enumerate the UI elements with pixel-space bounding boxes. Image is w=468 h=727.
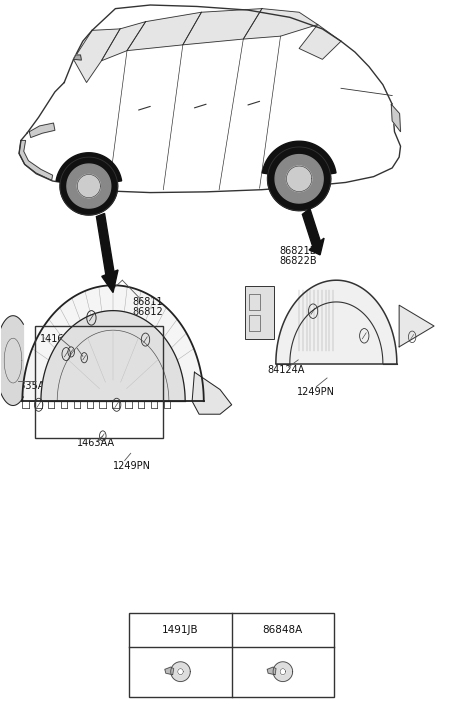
Polygon shape [391,104,401,132]
Text: 1463AA: 1463AA [77,438,115,448]
Text: 86834E: 86834E [57,344,94,354]
Polygon shape [165,667,174,675]
Polygon shape [19,140,52,180]
Polygon shape [67,164,111,208]
Text: 86821B: 86821B [279,246,317,256]
Polygon shape [273,662,292,681]
Polygon shape [96,214,118,292]
Polygon shape [183,9,262,45]
Polygon shape [243,9,318,39]
Polygon shape [73,55,81,60]
Polygon shape [302,209,324,255]
Bar [129,614,334,696]
Polygon shape [268,147,331,211]
Polygon shape [73,29,120,82]
Polygon shape [22,285,204,401]
Polygon shape [262,141,336,174]
Bar [35,326,163,438]
Text: 86835A: 86835A [7,381,44,391]
Polygon shape [102,22,146,61]
Polygon shape [41,310,185,401]
Polygon shape [192,372,232,414]
Text: 1491JB: 1491JB [162,625,199,635]
Polygon shape [267,667,276,675]
Polygon shape [399,305,434,347]
Polygon shape [127,12,201,51]
Polygon shape [56,153,122,182]
Text: 1249PN: 1249PN [297,387,335,397]
Text: 86848A: 86848A [263,625,303,635]
Text: 84124A: 84124A [268,365,305,375]
Bar [245,286,273,339]
Polygon shape [276,280,397,364]
Polygon shape [29,123,55,137]
Polygon shape [178,669,183,675]
Bar [249,316,260,332]
Text: 1249PN: 1249PN [113,460,151,470]
Text: 86811: 86811 [132,297,163,307]
Text: 86822B: 86822B [279,256,317,265]
Polygon shape [299,25,341,60]
Text: 86812: 86812 [132,307,163,317]
Polygon shape [77,174,101,198]
Bar [249,294,260,310]
Polygon shape [171,662,190,681]
Polygon shape [286,166,312,192]
Polygon shape [60,157,117,215]
Polygon shape [275,155,323,203]
Polygon shape [280,669,285,675]
Text: 1416LK: 1416LK [39,334,76,344]
Polygon shape [0,316,23,406]
